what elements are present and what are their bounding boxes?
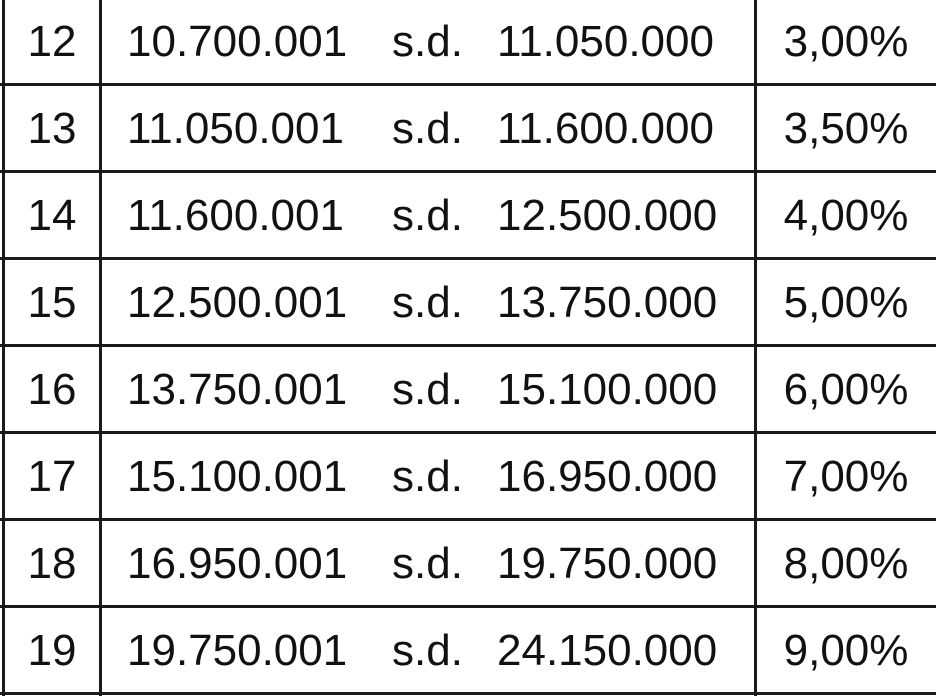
range-to: 19.750.000 — [497, 538, 718, 588]
range-to: 24.150.000 — [497, 625, 718, 675]
range-separator: s.d. — [392, 625, 463, 675]
range-to: 11.050.000 — [497, 16, 714, 66]
column-divider — [754, 0, 757, 696]
rate: 9,00% — [783, 625, 909, 675]
row-number: 12 — [27, 16, 77, 66]
range-separator: s.d. — [392, 103, 463, 153]
row-divider — [0, 605, 936, 608]
rate: 5,00% — [783, 277, 909, 327]
row-divider — [0, 344, 936, 347]
range-to: 13.750.000 — [497, 277, 718, 327]
row-number: 19 — [27, 625, 77, 675]
range-to: 12.500.000 — [497, 190, 718, 240]
row-number: 17 — [27, 451, 77, 501]
row-divider — [0, 518, 936, 521]
range-from: 15.100.001 — [127, 451, 348, 501]
row-number: 14 — [27, 190, 77, 240]
rate: 8,00% — [783, 538, 909, 588]
row-number: 18 — [27, 538, 77, 588]
rate: 4,00% — [783, 190, 909, 240]
row-divider — [0, 83, 936, 86]
range-separator: s.d. — [392, 364, 463, 414]
rate: 6,00% — [783, 364, 909, 414]
row-divider — [0, 692, 936, 695]
row-number: 15 — [27, 277, 77, 327]
range-separator: s.d. — [392, 190, 463, 240]
range-from: 12.500.001 — [127, 277, 348, 327]
range-from: 13.750.001 — [127, 364, 348, 414]
range-to: 16.950.000 — [497, 451, 718, 501]
range-separator: s.d. — [392, 538, 463, 588]
range-from: 11.600.001 — [127, 190, 344, 240]
range-from: 16.950.001 — [127, 538, 348, 588]
rate: 3,50% — [783, 103, 909, 153]
range-separator: s.d. — [392, 277, 463, 327]
range-separator: s.d. — [392, 451, 463, 501]
row-divider — [0, 170, 936, 173]
row-number: 13 — [27, 103, 77, 153]
row-divider — [0, 431, 936, 434]
table-border — [2, 0, 5, 696]
column-divider — [99, 0, 102, 696]
range-to: 11.600.000 — [497, 103, 714, 153]
row-divider — [0, 257, 936, 260]
range-from: 10.700.001 — [127, 16, 348, 66]
range-to: 15.100.000 — [497, 364, 718, 414]
range-from: 11.050.001 — [127, 103, 344, 153]
range-separator: s.d. — [392, 16, 463, 66]
rate: 3,00% — [783, 16, 909, 66]
rate: 7,00% — [783, 451, 909, 501]
row-number: 16 — [27, 364, 77, 414]
range-from: 19.750.001 — [127, 625, 348, 675]
